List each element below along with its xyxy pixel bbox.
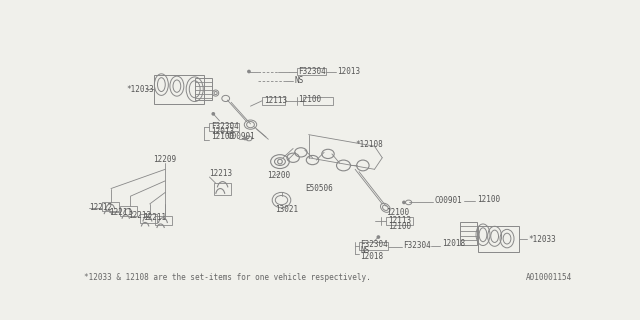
Circle shape: [403, 201, 405, 204]
Circle shape: [377, 236, 380, 238]
Text: 12212: 12212: [128, 211, 151, 220]
Text: C00901: C00901: [227, 132, 255, 141]
Bar: [120, 206, 138, 215]
Text: *12033: *12033: [127, 85, 154, 94]
Bar: [359, 243, 388, 250]
Text: F32304: F32304: [403, 241, 431, 250]
Text: 12212: 12212: [90, 203, 113, 212]
Text: 12200: 12200: [268, 171, 291, 180]
Text: 12100: 12100: [386, 208, 409, 217]
Text: 12209: 12209: [154, 155, 177, 164]
Text: 12113: 12113: [388, 216, 411, 225]
Bar: [102, 202, 119, 211]
Text: 12013: 12013: [337, 67, 360, 76]
Bar: [386, 217, 413, 225]
Circle shape: [248, 70, 250, 73]
Text: F32304: F32304: [298, 67, 326, 76]
Text: NS: NS: [360, 246, 370, 255]
Circle shape: [212, 113, 214, 115]
Bar: [297, 68, 326, 75]
Text: 12018: 12018: [360, 252, 383, 261]
Text: *12033: *12033: [529, 235, 556, 244]
Text: 13021: 13021: [275, 205, 298, 214]
Bar: [195, 78, 212, 100]
Text: *12033 & 12108 are the set-items for one vehicle respectively.: *12033 & 12108 are the set-items for one…: [84, 273, 371, 282]
Text: C00901: C00901: [434, 196, 462, 205]
Text: NS: NS: [294, 76, 304, 85]
Text: 12100: 12100: [211, 132, 234, 141]
Text: 12100: 12100: [298, 95, 322, 104]
Bar: [209, 123, 239, 131]
Bar: [155, 215, 172, 225]
Bar: [154, 75, 204, 104]
Bar: [140, 214, 157, 223]
Text: 12100: 12100: [388, 222, 411, 231]
Bar: [478, 226, 518, 252]
Text: F32304: F32304: [360, 240, 388, 249]
Text: 12211: 12211: [109, 208, 132, 217]
Bar: [214, 183, 231, 196]
Text: *12108: *12108: [355, 140, 383, 149]
Text: 12113: 12113: [264, 96, 287, 105]
Text: 12213: 12213: [209, 169, 232, 178]
Text: A010001154: A010001154: [526, 273, 572, 282]
Bar: [262, 97, 285, 105]
Text: E50506: E50506: [305, 184, 333, 193]
Circle shape: [244, 137, 246, 140]
Text: 12211: 12211: [143, 212, 166, 221]
Bar: [303, 97, 333, 105]
Text: 12013: 12013: [211, 127, 234, 136]
Text: 12100: 12100: [477, 195, 500, 204]
Text: 12018: 12018: [442, 239, 465, 249]
Text: F32304: F32304: [211, 123, 239, 132]
Bar: [460, 222, 477, 245]
